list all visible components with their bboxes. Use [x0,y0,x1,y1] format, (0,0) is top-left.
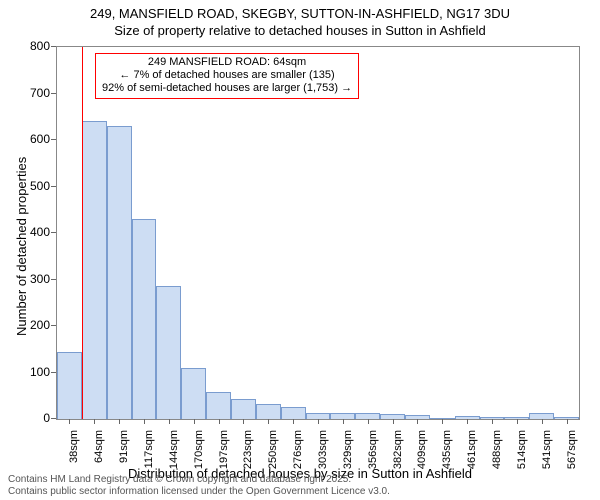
x-tick-label: 488sqm [491,430,503,470]
footer: Contains HM Land Registry data © Crown c… [8,474,390,498]
x-tick-label: 541sqm [541,430,553,470]
x-tick-mark [69,419,70,424]
x-tick-mark [467,419,468,424]
x-tick-label: 514sqm [516,430,528,470]
x-tick-mark [343,419,344,424]
x-tick-mark [94,419,95,424]
histogram-bar [156,286,181,419]
x-tick-mark [194,419,195,424]
y-tick-label: 700 [30,86,50,100]
x-tick-mark [393,419,394,424]
x-tick-mark [219,419,220,424]
plot [57,47,579,419]
histogram-bar [132,219,157,419]
x-tick-mark [417,419,418,424]
x-tick-mark [119,419,120,424]
x-tick-label: 435sqm [441,430,453,470]
x-tick-label: 250sqm [267,430,279,470]
x-tick-label: 303sqm [317,430,329,470]
x-tick-mark [293,419,294,424]
reference-line [82,47,83,419]
x-tick-label: 38sqm [68,430,80,470]
x-tick-label: 382sqm [392,430,404,470]
y-tick-label: 100 [30,365,50,379]
y-tick-label: 400 [30,225,50,239]
histogram-bar [231,399,256,419]
title-line-2: Size of property relative to detached ho… [0,23,600,40]
histogram-bar [57,352,82,419]
x-tick-mark [169,419,170,424]
title-line-1: 249, MANSFIELD ROAD, SKEGBY, SUTTON-IN-A… [0,6,600,23]
y-ticks: 0100200300400500600700800 [0,46,56,420]
x-tick-mark [542,419,543,424]
histogram-bar [82,121,107,419]
y-tick-label: 600 [30,132,50,146]
histogram-bar [256,404,281,419]
x-tick-label: 567sqm [566,430,578,470]
title-block: 249, MANSFIELD ROAD, SKEGBY, SUTTON-IN-A… [0,0,600,44]
x-tick-label: 461sqm [466,430,478,470]
x-tick-mark [567,419,568,424]
footer-line-2: Contains public sector information licen… [8,486,390,498]
x-tick-mark [368,419,369,424]
info-box: 249 MANSFIELD ROAD: 64sqm ← 7% of detach… [95,53,359,99]
x-tick-label: 144sqm [168,430,180,470]
info-box-line-3: 92% of semi-detached houses are larger (… [102,82,352,95]
y-tick-label: 300 [30,272,50,286]
chart-container: 249, MANSFIELD ROAD, SKEGBY, SUTTON-IN-A… [0,0,600,500]
x-tick-label: 170sqm [193,430,205,470]
x-tick-mark [517,419,518,424]
histogram-bar [181,368,206,419]
x-tick-label: 329sqm [342,430,354,470]
x-tick-mark [442,419,443,424]
x-tick-label: 64sqm [93,430,105,470]
histogram-bar [206,392,231,419]
x-tick-mark [268,419,269,424]
x-tick-mark [144,419,145,424]
x-tick-mark [318,419,319,424]
histogram-bar [107,126,132,419]
y-tick-label: 200 [30,318,50,332]
y-tick-label: 500 [30,179,50,193]
x-tick-label: 409sqm [416,430,428,470]
x-tick-label: 223sqm [242,430,254,470]
x-tick-mark [243,419,244,424]
y-tick-label: 800 [30,39,50,53]
x-tick-label: 356sqm [367,430,379,470]
y-tick-label: 0 [43,411,50,425]
footer-line-1: Contains HM Land Registry data © Crown c… [8,474,390,486]
x-tick-label: 197sqm [218,430,230,470]
info-box-line-2: ← 7% of detached houses are smaller (135… [102,69,352,82]
x-tick-mark [492,419,493,424]
info-box-line-1: 249 MANSFIELD ROAD: 64sqm [102,56,352,69]
histogram-bar [281,407,306,419]
x-tick-label: 276sqm [292,430,304,470]
plot-area: 249 MANSFIELD ROAD: 64sqm ← 7% of detach… [56,46,580,420]
x-tick-label: 117sqm [143,430,155,470]
x-tick-label: 91sqm [118,430,130,470]
